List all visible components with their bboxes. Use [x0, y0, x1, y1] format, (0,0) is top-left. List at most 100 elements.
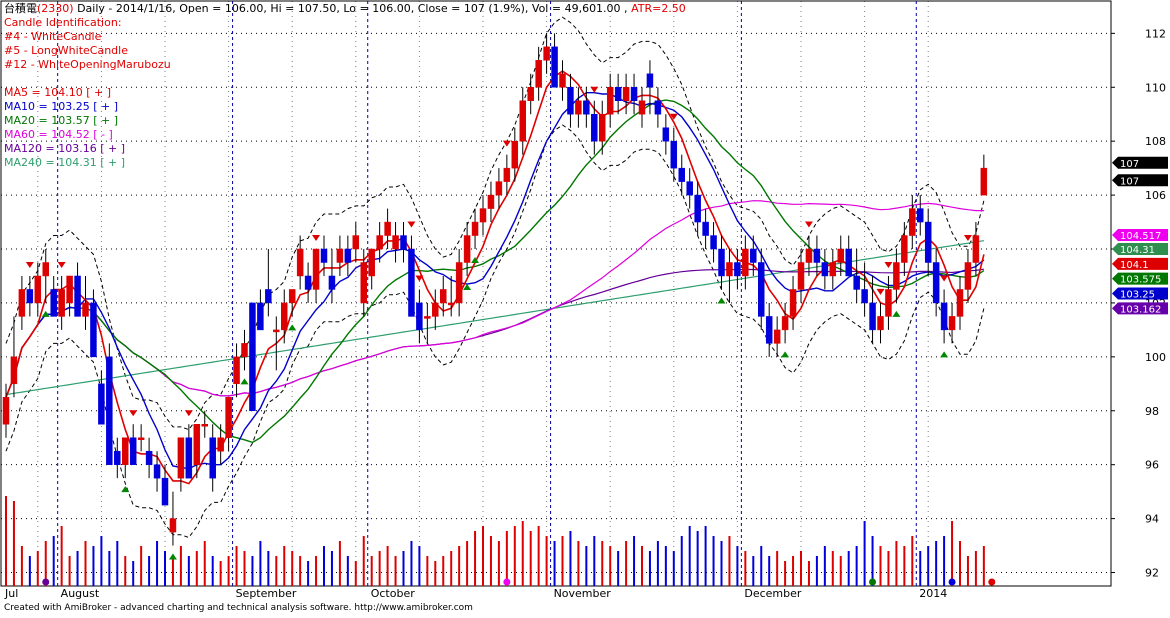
candle-body [964, 262, 972, 290]
x-tick-label: 2014 [919, 587, 947, 600]
y-tick-label: 100 [1145, 351, 1166, 364]
ma240-legend: MA240 = 104.31 [ + ] [4, 156, 125, 169]
candle-body [630, 87, 638, 101]
candle-body [495, 181, 503, 196]
price-tag: 107 [1112, 156, 1168, 170]
x-tick-label: December [744, 587, 802, 600]
candle-body [312, 248, 320, 290]
price-tag-value: 107 [1120, 176, 1139, 187]
buy-arrow-icon [940, 351, 949, 358]
sell-arrow-icon [963, 235, 972, 242]
candle-body [853, 275, 860, 290]
header-summary: Daily - 2014/1/16, Open = 106.00, Hi = 1… [74, 2, 628, 15]
price-tag: 104.31 [1112, 243, 1168, 256]
candle-body [392, 235, 399, 250]
candle-identification: Candle Identification: #4 - WhiteCandle … [4, 16, 171, 71]
candle-body [328, 275, 336, 290]
price-tag-box [1112, 287, 1168, 300]
candle-body [606, 87, 614, 115]
ma120-line [5, 268, 984, 398]
footer-credit: Created with AmiBroker - advanced charti… [4, 603, 473, 613]
candle-body [487, 194, 495, 209]
price-tag-box [1112, 174, 1168, 187]
candle-body [909, 208, 916, 236]
candle-body [662, 127, 670, 142]
candle-body [710, 235, 717, 250]
candle-body [797, 262, 805, 290]
sell-arrow-icon [407, 221, 416, 228]
candle-body [145, 450, 153, 465]
sell-arrow-icon [57, 261, 66, 268]
price-tag-box [1112, 156, 1168, 169]
price-tag-value: 104.517 [1120, 231, 1161, 242]
candle-body [82, 302, 89, 317]
volume-marker-dot [42, 578, 50, 586]
price-tag: 103.575 [1112, 272, 1168, 286]
price-tag: 104.517 [1112, 229, 1168, 242]
candle-body [58, 289, 65, 317]
y-tick-label: 108 [1145, 135, 1166, 148]
x-tick-label: October [371, 587, 415, 600]
price-tag: 103.25 [1112, 287, 1168, 301]
candle-body [114, 450, 121, 465]
candle-id-item: #5 - LongWhiteCandle [4, 44, 128, 57]
volume-marker-dot [869, 578, 877, 586]
candle-body [10, 356, 18, 385]
volume-marker-dot [503, 578, 511, 586]
candle-body [527, 87, 534, 101]
candle-body [670, 140, 678, 169]
candle-body [821, 262, 829, 277]
candle-body [463, 235, 471, 263]
candle-body [368, 248, 375, 277]
x-tick-label: November [554, 587, 612, 600]
candle-body [877, 316, 884, 331]
buy-arrow-icon [463, 283, 472, 290]
buy-arrow-icon [41, 310, 50, 317]
ma20-line [5, 99, 985, 444]
candle-body [344, 248, 352, 263]
ma5-line [5, 70, 985, 485]
candle-body [233, 356, 240, 385]
candle-body [440, 289, 447, 304]
buy-arrow-icon [240, 378, 249, 385]
candle-body [750, 248, 757, 263]
candle-body [654, 100, 662, 115]
price-tag-value: 104.1 [1120, 260, 1149, 271]
candle-body [352, 235, 360, 250]
x-tick-label: August [61, 587, 100, 600]
candle-body [408, 248, 415, 317]
candle-body [622, 87, 630, 101]
candle-body [734, 262, 741, 277]
sell-arrow-icon [669, 113, 678, 120]
candle-body [924, 221, 932, 263]
header-symbol: 台積電 [4, 1, 37, 15]
candle-body [519, 100, 526, 142]
buy-arrow-icon [471, 257, 480, 264]
candle-body [432, 302, 439, 317]
header-line: 台積電(2330) Daily - 2014/1/16, Open = 106.… [4, 1, 686, 15]
ma240-line [5, 240, 984, 396]
sell-arrow-icon [184, 410, 193, 417]
buy-arrow-icon [717, 297, 726, 304]
sell-arrow-icon [590, 86, 599, 93]
candle-body [169, 518, 177, 533]
candle-body [98, 383, 105, 425]
candle-body [591, 113, 598, 142]
buy-arrow-icon [892, 310, 901, 317]
y-tick-label: 112 [1145, 27, 1166, 40]
lower-band-line [5, 124, 985, 539]
candle-body [137, 437, 145, 440]
volume-marker-dot [988, 578, 996, 586]
buy-arrow-icon [121, 486, 130, 493]
candle-body [599, 113, 606, 142]
candle-body [447, 302, 455, 306]
price-tag-box [1112, 243, 1168, 256]
candle-body [773, 329, 781, 344]
price-tag-value: 104.31 [1120, 245, 1155, 256]
ma10-line [5, 92, 985, 470]
price-tags: 107 107 104.517 104.31 104.1 103.575 103.25 103… [1112, 156, 1168, 315]
candle-body [559, 73, 566, 88]
candle-body [837, 248, 844, 263]
header-code: (2330) [37, 2, 74, 15]
